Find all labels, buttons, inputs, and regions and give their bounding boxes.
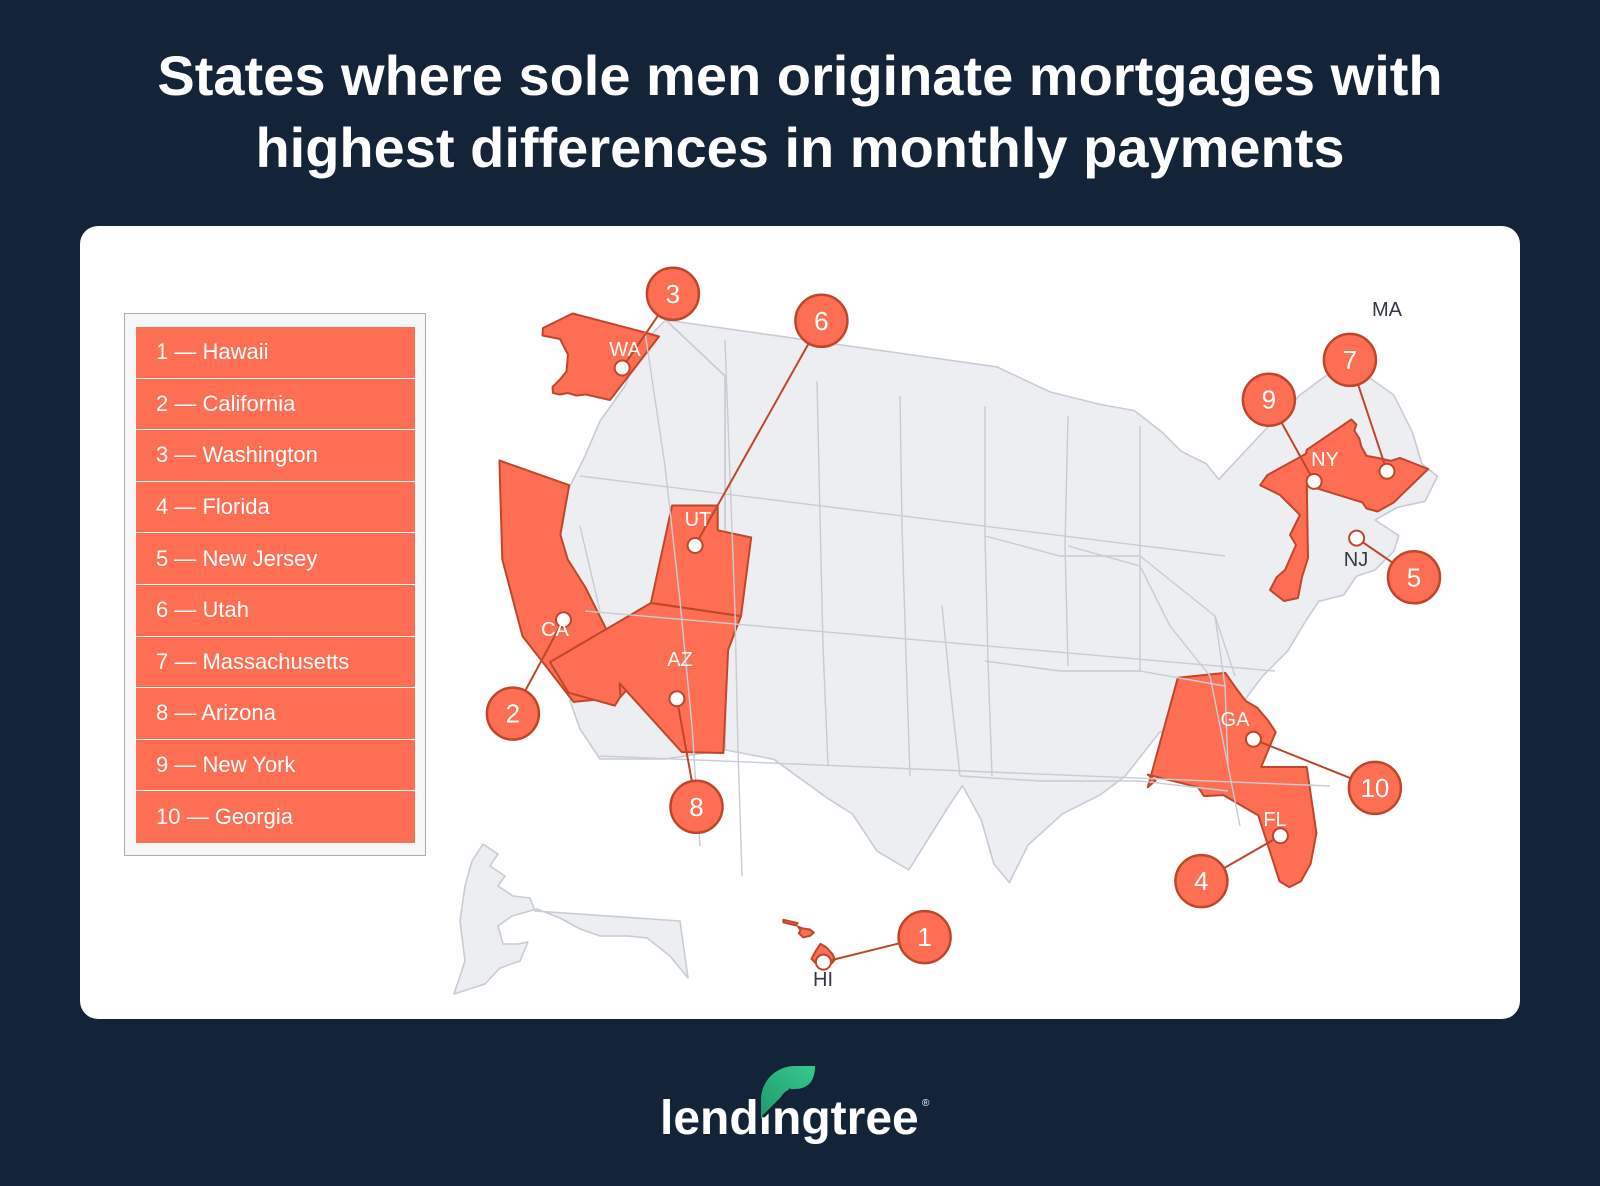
- svg-text:5: 5: [1407, 562, 1421, 592]
- svg-text:CA: CA: [541, 619, 569, 641]
- svg-text:NJ: NJ: [1344, 549, 1368, 571]
- svg-text:10: 10: [1360, 773, 1389, 803]
- svg-text:FL: FL: [1263, 809, 1286, 831]
- svg-text:2: 2: [506, 699, 520, 729]
- svg-text:AZ: AZ: [667, 649, 693, 671]
- svg-text:9: 9: [1262, 385, 1276, 415]
- svg-text:UT: UT: [685, 509, 712, 531]
- svg-text:4: 4: [1194, 866, 1208, 896]
- svg-text:lendingtree: lendingtree: [660, 1092, 919, 1145]
- svg-text:NY: NY: [1311, 449, 1339, 471]
- svg-text:HI: HI: [813, 969, 833, 991]
- svg-text:1: 1: [917, 922, 931, 952]
- svg-text:GA: GA: [1221, 709, 1251, 731]
- svg-text:MA: MA: [1372, 299, 1403, 321]
- svg-text:®: ®: [922, 1098, 930, 1109]
- svg-text:7: 7: [1343, 345, 1357, 375]
- svg-text:WA: WA: [609, 339, 641, 361]
- svg-text:6: 6: [814, 306, 828, 336]
- svg-text:8: 8: [689, 792, 703, 822]
- svg-text:3: 3: [666, 279, 680, 309]
